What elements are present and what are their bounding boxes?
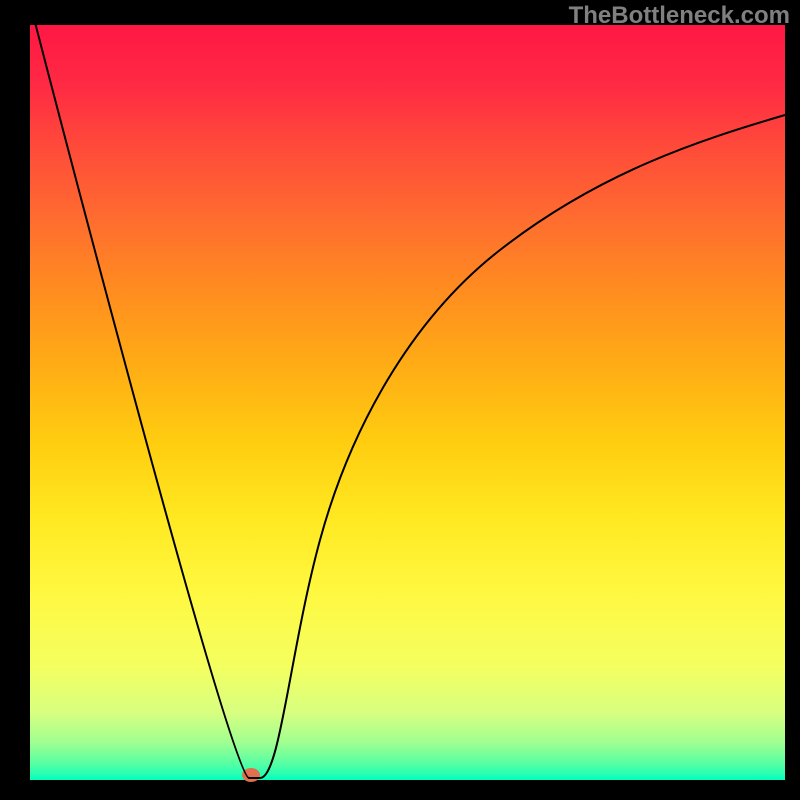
- watermark-text: TheBottleneck.com: [569, 2, 790, 30]
- bottom-border: [0, 780, 800, 800]
- chart-container: TheBottleneck.com: [0, 0, 800, 800]
- right-border: [785, 0, 800, 800]
- bottleneck-chart: [0, 0, 800, 800]
- optimum-marker: [242, 768, 260, 782]
- left-border: [0, 0, 30, 800]
- gradient-background: [30, 25, 785, 780]
